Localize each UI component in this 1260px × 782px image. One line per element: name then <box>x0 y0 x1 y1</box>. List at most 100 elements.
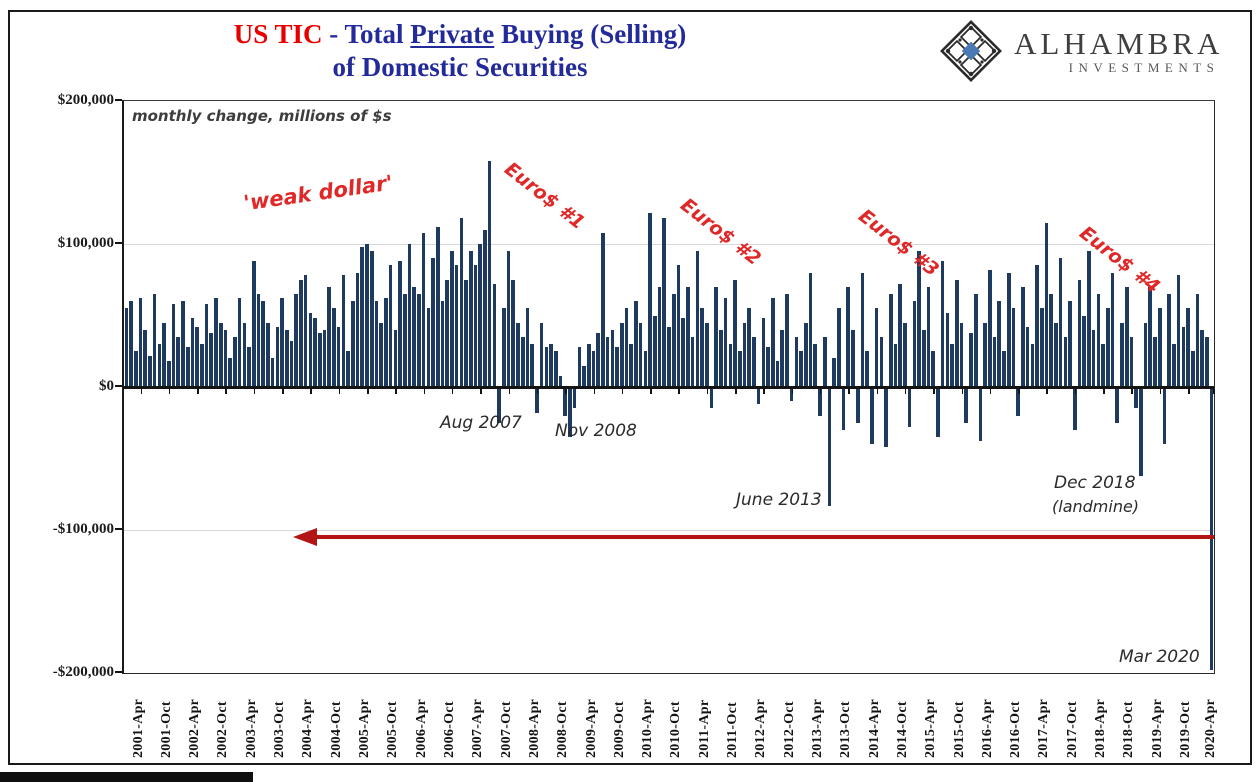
bar <box>171 304 176 387</box>
bar <box>322 329 327 387</box>
y-tick-label: -$100,000 <box>52 521 114 537</box>
bar <box>483 229 487 387</box>
bar <box>714 286 718 387</box>
bar <box>502 308 506 387</box>
bar <box>360 246 365 387</box>
bar <box>704 322 709 387</box>
bar <box>1016 387 1020 416</box>
bar <box>775 361 780 387</box>
bar <box>789 387 794 402</box>
chart-unit-note: monthly change, millions of $s <box>132 107 392 125</box>
x-axis-tick <box>480 388 482 394</box>
x-tick-label: 2008-Oct <box>555 701 571 758</box>
x-axis-tick <box>706 388 709 394</box>
plot-area: monthly change, millions of $s 'weak dol… <box>122 100 1215 674</box>
x-axis-tick <box>1018 388 1020 394</box>
x-tick-label: 2017-Apr <box>1036 698 1052 758</box>
x-tick-label: 2016-Apr <box>979 698 995 758</box>
bar <box>978 387 983 442</box>
x-tick-label: 2014-Apr <box>866 698 882 758</box>
bar <box>1205 336 1209 387</box>
bar <box>638 322 643 387</box>
bar <box>275 326 280 387</box>
x-axis-tick <box>735 388 737 394</box>
y-axis-tick <box>115 242 122 244</box>
x-tick-label: 2004-Oct <box>328 701 344 758</box>
bar <box>185 346 190 387</box>
x-tick-label: 2020-Apr <box>1203 698 1218 758</box>
bar <box>761 318 766 387</box>
bar <box>1025 326 1030 387</box>
x-tick-label: 2007-Oct <box>498 701 514 758</box>
x-axis-tick <box>282 388 284 394</box>
bar <box>1006 272 1011 387</box>
bar <box>1124 286 1129 387</box>
bar <box>487 161 492 387</box>
x-tick-label: 2009-Oct <box>611 701 627 758</box>
bar <box>945 312 950 387</box>
bar <box>737 351 742 387</box>
bar <box>454 265 459 387</box>
bar <box>936 387 940 438</box>
bar <box>653 315 657 387</box>
bar <box>520 336 525 387</box>
bar <box>261 301 265 387</box>
x-axis-tick <box>593 388 595 394</box>
bar <box>723 298 728 387</box>
logo-brand-sub: INVESTMENTS <box>1068 59 1220 75</box>
bar <box>558 375 563 387</box>
bar <box>445 279 450 387</box>
bar <box>771 298 775 387</box>
bar <box>752 336 756 387</box>
y-axis-tick <box>115 385 122 387</box>
x-axis-tick <box>876 388 879 394</box>
bar <box>667 326 671 387</box>
x-axis-tick <box>338 388 341 394</box>
x-tick-label: 2001-Apr <box>130 698 146 758</box>
bar <box>190 318 195 387</box>
annotation-date: Dec 2018 <box>1054 473 1136 493</box>
x-tick-label: 2014-Oct <box>894 701 910 758</box>
bar <box>440 301 445 387</box>
bar <box>1134 387 1138 409</box>
x-tick-label: 2010-Oct <box>668 701 684 758</box>
bar <box>553 351 558 387</box>
bar <box>719 329 723 387</box>
bar <box>256 294 261 387</box>
bar <box>299 279 303 387</box>
bar <box>351 301 355 387</box>
y-tick-label: $200,000 <box>57 92 114 108</box>
bar <box>700 308 704 387</box>
x-tick-label: 2001-Oct <box>158 701 174 758</box>
bar <box>195 326 199 387</box>
bar <box>1068 301 1072 387</box>
bar <box>251 261 256 387</box>
bar <box>851 329 855 387</box>
bar <box>681 318 685 387</box>
bar <box>926 286 931 387</box>
bar <box>318 332 322 387</box>
x-tick-label: 2007-Apr <box>470 698 486 758</box>
bar <box>785 294 789 387</box>
bar <box>313 318 317 387</box>
y-axis-tick <box>115 99 122 101</box>
bar <box>435 226 440 387</box>
bar <box>855 387 860 423</box>
bar <box>822 336 827 387</box>
bar <box>964 387 969 423</box>
x-tick-label: 2008-Apr <box>526 698 542 758</box>
bar <box>643 351 648 387</box>
x-axis-tick <box>1188 388 1190 394</box>
bar <box>1209 387 1214 671</box>
bar <box>280 298 284 387</box>
y-tick-label: $0 <box>99 378 114 394</box>
bar <box>129 301 133 387</box>
annotation-date: Mar 2020 <box>1119 647 1200 667</box>
title-private-underlined: Private <box>410 19 495 49</box>
gridline <box>124 244 1214 245</box>
bar <box>568 387 572 438</box>
x-tick-label: 2017-Oct <box>1064 701 1080 758</box>
bar <box>402 294 407 387</box>
annotation-regime: Euro$ #1 <box>500 158 589 234</box>
